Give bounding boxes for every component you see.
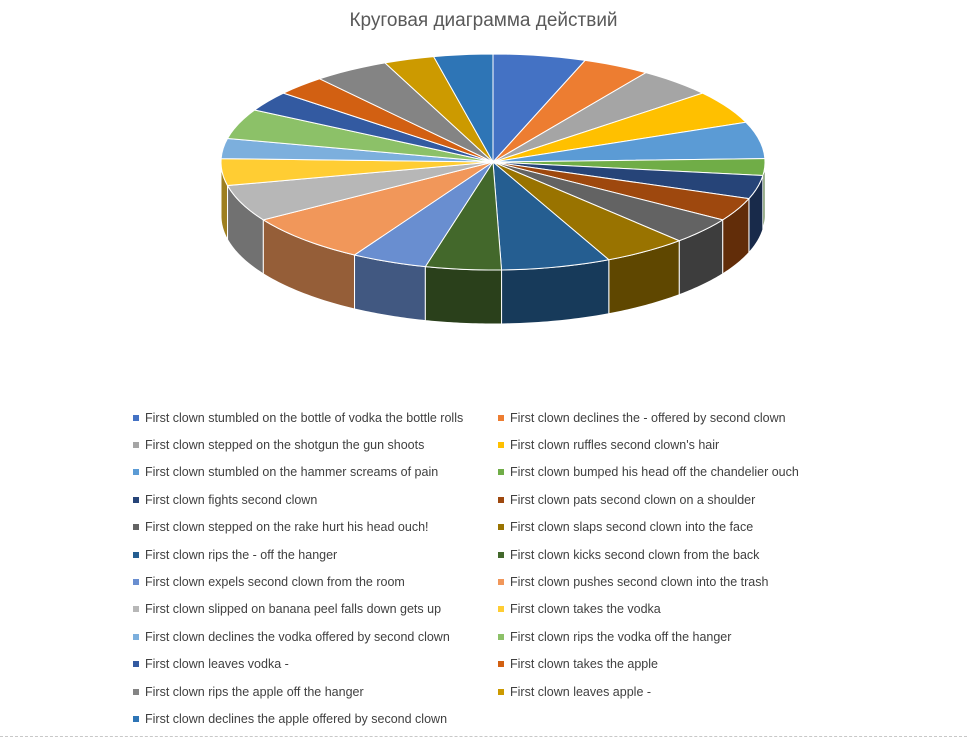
legend-item: First clown rips the vodka off the hange… (498, 623, 833, 650)
legend-swatch (498, 579, 504, 586)
pie-slice-10 (492, 161, 681, 261)
pie-slice-3 (492, 72, 704, 163)
legend-item: First clown declines the vodka offered b… (133, 623, 498, 650)
legend-swatch (498, 496, 504, 503)
legend-label: First clown leaves apple - (510, 684, 652, 699)
legend-item: First clown declines the - offered by se… (498, 404, 833, 431)
pie-slice-5 (492, 121, 766, 163)
legend-item: First clown rips the - off the hanger (133, 541, 498, 568)
chart-legend: First clown stumbled on the bottle of vo… (133, 404, 833, 733)
legend-swatch (498, 551, 504, 558)
legend-swatch (498, 524, 504, 531)
legend-swatch (498, 414, 504, 421)
pie-slice-11 (492, 160, 610, 271)
pie-slice-12 (424, 160, 503, 271)
legend-label: First clown slipped on banana peel falls… (145, 602, 442, 617)
bottom-divider (0, 736, 967, 738)
legend-label: First clown expels second clown from the… (145, 575, 405, 590)
pie-slice-15 (226, 161, 494, 221)
legend-label: First clown declines the apple offered b… (145, 711, 448, 726)
legend-swatch (498, 469, 504, 476)
legend-swatch (133, 661, 139, 668)
legend-label: First clown stepped on the shotgun the g… (145, 438, 425, 453)
legend-label: First clown slaps second clown into the … (510, 520, 754, 535)
legend-swatch (133, 551, 139, 558)
legend-item: First clown bumped his head off the chan… (498, 459, 833, 486)
pie-slice-21 (318, 62, 494, 163)
chart-title: Круговая диаграмма действий (349, 10, 618, 31)
legend-item: First clown slipped on banana peel falls… (133, 596, 498, 623)
legend-item: First clown takes the apple (498, 651, 833, 678)
legend-swatch (133, 496, 139, 503)
legend-swatch (133, 469, 139, 476)
pie-slice-1 (492, 53, 587, 164)
legend-item: First clown rips the apple off the hange… (133, 678, 498, 705)
legend-swatch (498, 606, 504, 613)
legend-label: First clown rips the apple off the hange… (145, 684, 364, 699)
legend-label: First clown kicks second clown from the … (510, 547, 760, 562)
pie-slice-8 (492, 161, 750, 221)
legend-label: First clown takes the apple (510, 657, 658, 672)
legend-swatch (498, 661, 504, 668)
legend-item: First clown stumbled on the bottle of vo… (133, 404, 498, 431)
legend-label: First clown rips the - off the hanger (145, 547, 338, 562)
legend-label: First clown leaves vodka - (145, 657, 289, 672)
pie-slice-4 (492, 92, 747, 163)
legend-item: First clown stepped on the rake hurt his… (133, 514, 498, 541)
legend-swatch (133, 715, 139, 722)
pie-slice-2 (492, 59, 648, 163)
legend-item: First clown leaves vodka - (133, 651, 498, 678)
legend-label: First clown pushes second clown into the… (510, 575, 769, 590)
legend-item: First clown stumbled on the hammer screa… (133, 459, 498, 486)
legend-swatch (133, 606, 139, 613)
legend-label: First clown fights second clown (145, 492, 318, 507)
legend-swatch (133, 524, 139, 531)
pie-slice-23 (432, 53, 494, 164)
legend-item: First clown leaves apple - (498, 678, 833, 705)
legend-swatch (133, 633, 139, 640)
legend-item: First clown takes the vodka (498, 596, 833, 623)
legend-item: First clown ruffles second clown's hair (498, 431, 833, 458)
legend-label: First clown rips the vodka off the hange… (510, 629, 732, 644)
legend-swatch (498, 442, 504, 449)
legend-item: First clown slaps second clown into the … (498, 514, 833, 541)
legend-label: First clown takes the vodka (510, 602, 661, 617)
legend-item: First clown stepped on the shotgun the g… (133, 431, 498, 458)
legend-label: First clown pats second clown on a shoul… (510, 492, 756, 507)
legend-item: First clown declines the apple offered b… (133, 705, 498, 732)
pie-slice-9 (492, 161, 724, 242)
pie-side-12 (424, 266, 503, 325)
legend-swatch (133, 579, 139, 586)
pie-slice-14 (262, 161, 494, 256)
pie-slice-13 (353, 161, 494, 268)
legend-item: First clown fights second clown (133, 486, 498, 513)
legend-label: First clown bumped his head off the chan… (510, 465, 799, 480)
legend-label: First clown declines the vodka offered b… (145, 629, 450, 644)
legend-swatch (498, 633, 504, 640)
legend-label: First clown stepped on the rake hurt his… (145, 520, 429, 535)
legend-label: First clown stumbled on the hammer screa… (145, 465, 439, 480)
legend-swatch (133, 442, 139, 449)
legend-swatch (133, 414, 139, 421)
pie-slice-18 (226, 109, 494, 163)
legend-item: First clown kicks second clown from the … (498, 541, 833, 568)
pie-slice-16 (220, 158, 494, 187)
legend-label: First clown ruffles second clown's hair (510, 438, 720, 453)
legend-item: First clown expels second clown from the… (133, 568, 498, 595)
legend-swatch (498, 688, 504, 695)
legend-item: First clown pats second clown on a shoul… (498, 486, 833, 513)
legend-label: First clown stumbled on the bottle of vo… (145, 410, 464, 425)
legend-item: First clown pushes second clown into the… (498, 568, 833, 595)
legend-swatch (133, 688, 139, 695)
legend-label: First clown declines the - offered by se… (510, 410, 786, 425)
pie-chart (220, 53, 766, 325)
